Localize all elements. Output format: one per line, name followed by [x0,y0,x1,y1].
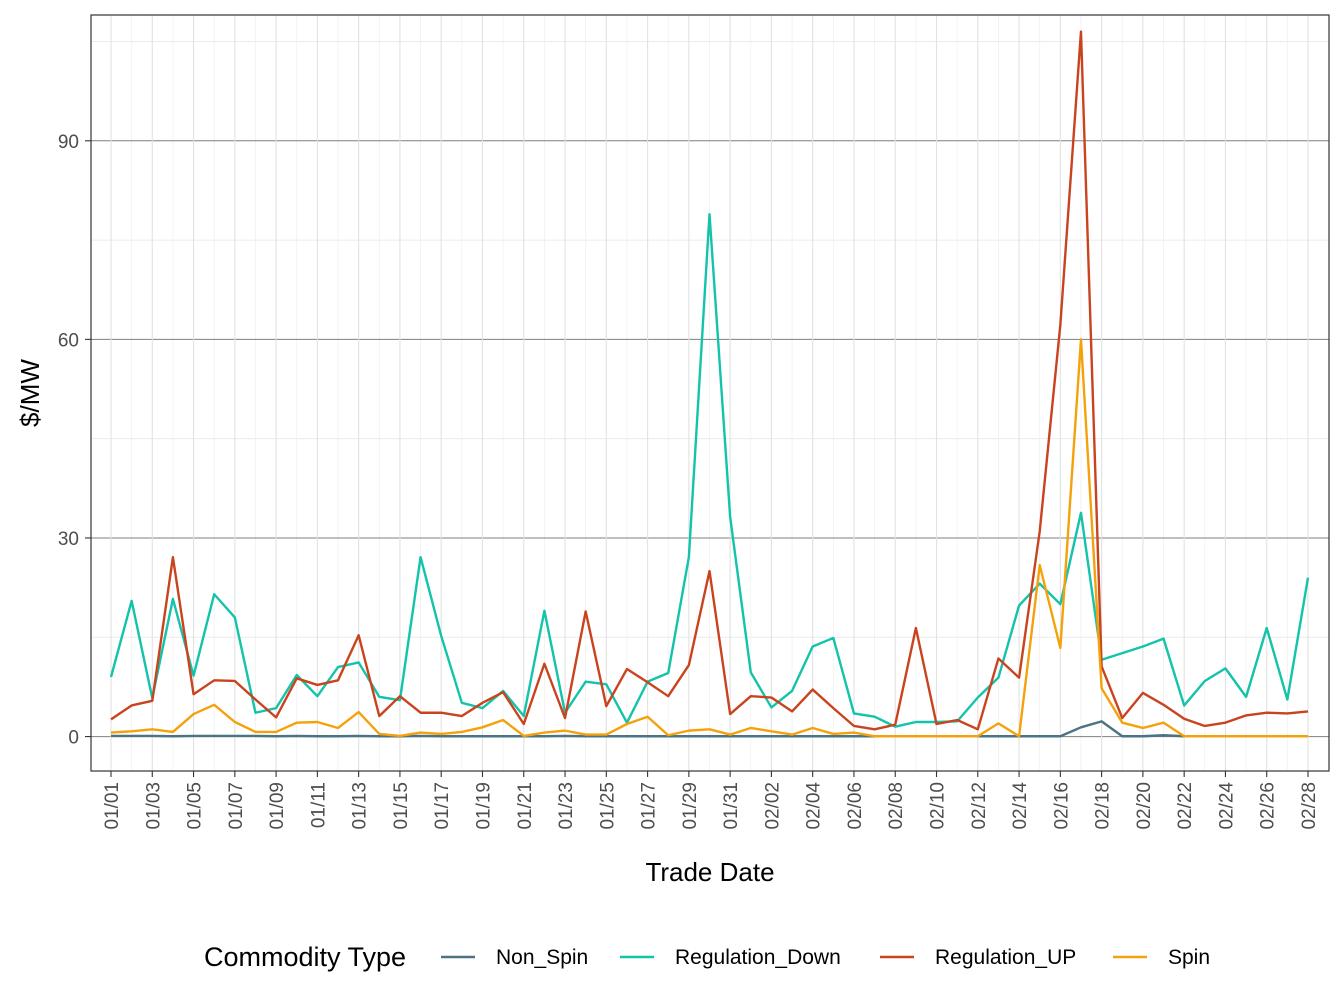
legend-label-spin: Spin [1168,946,1210,969]
x-tick-label: 01/31 [721,782,742,830]
plot-panel-border [90,14,1330,772]
series-lines [109,30,1310,738]
x-tick-label: 01/29 [680,782,701,830]
series-line-spin [110,338,1308,738]
legend-label-regulation-down: Regulation_Down [675,946,841,969]
x-tick-label: 02/22 [1175,782,1196,830]
x-tick-label: 02/24 [1216,782,1237,830]
minor-gridlines-y [91,40,1329,638]
x-tick-label: 01/11 [308,782,329,828]
x-tick-label: 02/28 [1299,782,1320,830]
x-tick-label: 02/12 [969,782,990,830]
y-tick-label: 60 [58,330,79,351]
x-tick-label: 01/21 [515,782,536,830]
x-tick-label: 02/06 [845,782,866,830]
x-tick-label: 01/27 [639,782,660,830]
x-tick-label: 02/10 [928,782,949,830]
x-tick-label: 01/25 [597,782,618,830]
legend-label-non-spin: Non_Spin [496,946,588,969]
x-tick-label: 01/09 [267,782,288,830]
minor-gridlines-x [131,15,1288,771]
x-axis-ticks: 01/01 01/03 01/05 01/07 01/09 01/11 01/13 01/15… [102,771,1320,830]
major-gridlines-x [110,15,1309,771]
x-tick-label: 02/20 [1134,782,1155,830]
x-tick-label: 02/08 [886,782,907,830]
x-tick-label: 01/23 [556,782,577,830]
x-axis-title: Trade Date [645,857,774,887]
x-tick-label: 02/04 [804,782,825,830]
legend: Commodity Type Non_Spin Regulation_Down Re… [204,942,1210,972]
x-tick-label: 01/07 [226,782,247,830]
x-tick-label: 01/01 [102,782,123,830]
y-tick-label: 90 [58,132,79,153]
x-tick-label: 02/02 [762,782,783,830]
series-line-regulation-down [109,213,1310,728]
series-line-regulation-up [110,30,1309,731]
y-axis-title: $/MW [15,359,45,427]
x-tick-label: 02/26 [1258,782,1279,830]
y-tick-label: 30 [58,529,79,550]
x-tick-label: 01/05 [185,782,206,830]
x-tick-label: 01/03 [143,782,164,830]
series-line-non-spin [111,720,1308,738]
x-tick-label: 01/15 [391,782,412,830]
x-tick-label: 01/13 [350,782,371,830]
legend-title: Commodity Type [204,942,406,972]
legend-label-regulation-up: Regulation_UP [935,946,1076,969]
x-tick-label: 01/19 [473,782,494,830]
x-tick-label: 02/14 [1010,782,1031,830]
y-axis-ticks: 0 30 60 90 [58,132,91,749]
y-tick-label: 0 [68,728,79,749]
x-tick-label: 01/17 [432,782,453,830]
x-tick-label: 02/18 [1093,782,1114,830]
x-tick-label: 02/16 [1051,782,1072,830]
